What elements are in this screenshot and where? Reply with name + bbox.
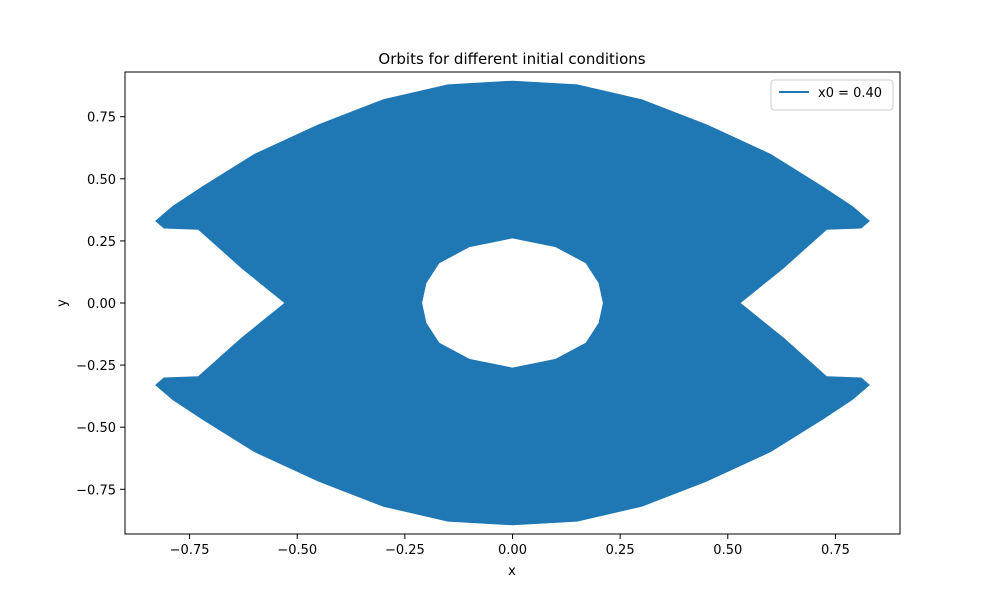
y-tick-label: 0.75 [87,111,116,126]
y-tick-label: 0.25 [87,235,116,250]
x-axis-ticks: −0.75 −0.50 −0.25 0.00 0.25 0.50 0.75 [170,534,850,558]
y-axis-label: y [55,299,70,307]
orbit-region [155,80,870,526]
x-axis-label: x [508,564,516,579]
y-tick-label: −0.50 [76,421,116,436]
y-tick-label: 0.00 [87,297,116,312]
chart-title: Orbits for different initial conditions [378,50,645,68]
x-tick-label: −0.50 [277,543,317,558]
y-axis-ticks: −0.75 −0.50 −0.25 0.00 0.25 0.50 0.75 [76,111,125,498]
x-tick-label: 0.00 [498,543,527,558]
legend: x0 = 0.40 [770,79,894,111]
y-tick-label: −0.25 [76,359,116,374]
x-tick-label: −0.25 [385,543,425,558]
x-tick-label: −0.75 [170,543,210,558]
plot-area [155,80,870,526]
x-tick-label: 0.25 [606,543,635,558]
y-tick-label: 0.50 [87,173,116,188]
x-tick-label: 0.50 [713,543,742,558]
x-tick-label: 0.75 [821,543,850,558]
legend-box [770,79,894,111]
legend-label: x0 = 0.40 [818,86,882,101]
y-tick-label: −0.75 [76,483,116,498]
